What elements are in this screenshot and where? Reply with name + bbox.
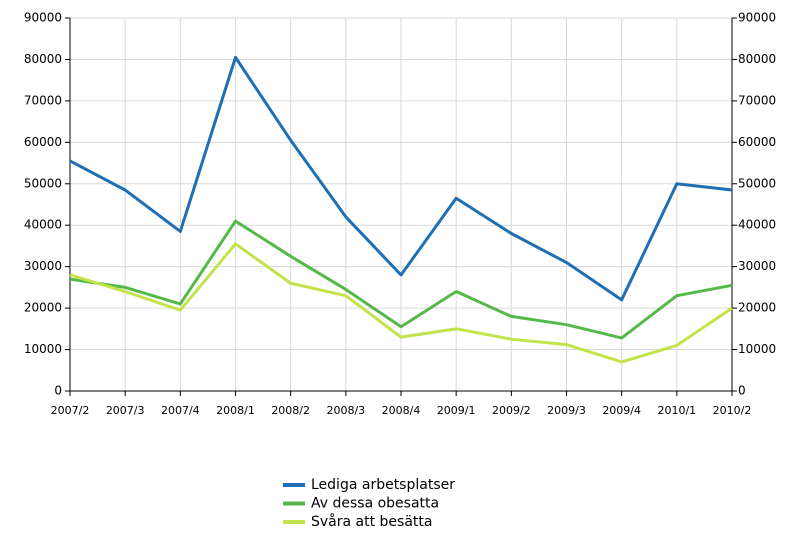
y2-tick-label: 70000 — [738, 93, 776, 107]
y2-tick-label: 30000 — [738, 259, 776, 273]
y-tick-label: 60000 — [24, 135, 62, 149]
y-tick-label: 90000 — [24, 11, 62, 25]
x-tick-label: 2007/2 — [51, 404, 90, 417]
legend-label: Lediga arbetsplatser — [311, 477, 455, 493]
y-tick-label: 80000 — [24, 52, 62, 66]
series-line — [69, 219, 733, 340]
y2-tick-label: 0 — [738, 384, 746, 398]
x-tick-label: 2008/3 — [326, 404, 365, 417]
legend-label: Svåra att besätta — [311, 513, 432, 530]
x-tick-label: 2010/2 — [713, 404, 752, 417]
y-tick-label: 50000 — [24, 176, 62, 190]
x-tick-label: 2009/4 — [602, 404, 641, 417]
y2-tick-label: 50000 — [738, 176, 776, 190]
y-tick-label: 30000 — [24, 259, 62, 273]
y2-tick-label: 90000 — [738, 11, 776, 25]
x-tick-label: 2008/2 — [271, 404, 310, 417]
y-tick-label: 0 — [54, 384, 62, 398]
y2-tick-label: 10000 — [738, 342, 776, 356]
y-tick-label: 20000 — [24, 301, 62, 315]
x-tick-label: 2007/4 — [161, 404, 200, 417]
y-tick-label: 10000 — [24, 342, 62, 356]
y-tick-label: 40000 — [24, 218, 62, 232]
y2-tick-label: 20000 — [738, 301, 776, 315]
y-tick-label: 70000 — [24, 93, 62, 107]
x-tick-label: 2009/1 — [437, 404, 476, 417]
y2-tick-label: 60000 — [738, 135, 776, 149]
y2-tick-label: 80000 — [738, 52, 776, 66]
y2-tick-label: 40000 — [738, 218, 776, 232]
series-line — [69, 55, 733, 302]
x-tick-label: 2008/1 — [216, 404, 255, 417]
legend-label: Av dessa obesatta — [311, 496, 439, 512]
x-tick-label: 2010/1 — [657, 404, 696, 417]
x-tick-label: 2009/3 — [547, 404, 586, 417]
x-tick-label: 2008/4 — [382, 404, 421, 417]
x-tick-label: 2009/2 — [492, 404, 531, 417]
x-tick-label: 2007/3 — [106, 404, 145, 417]
series-line — [69, 242, 733, 364]
